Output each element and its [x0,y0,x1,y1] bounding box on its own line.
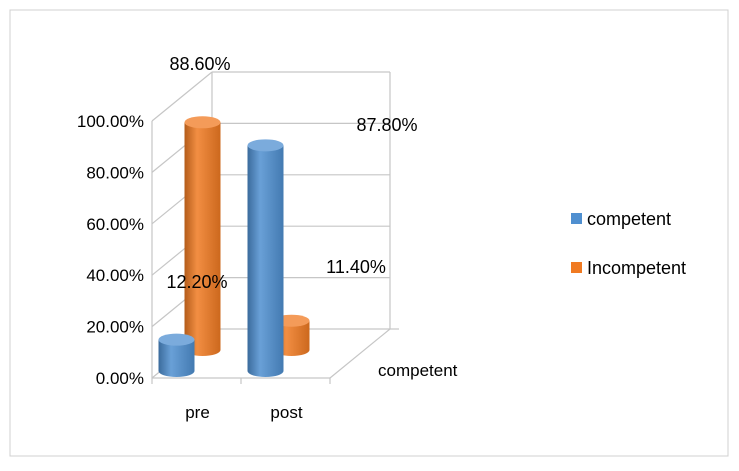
y-tick-label: 100.00% [77,112,144,131]
y-tick-label: 20.00% [86,318,144,337]
y-tick-label: 40.00% [86,266,144,285]
y-tick-label: 60.00% [86,215,144,234]
data-label: 11.40% [326,257,386,277]
legend-label-incompetent: Incompetent [587,258,686,278]
bar-top-competent-post [248,139,284,151]
data-label: 87.80% [356,115,417,135]
legend-label-competent: competent [587,209,671,229]
depth-axis-label: competent [378,361,458,380]
legend-swatch-competent [571,213,582,224]
data-label: 12.20% [166,272,227,292]
x-tick-label: post [270,403,302,422]
data-label: 88.60% [169,54,230,74]
y-tick-label: 0.00% [96,369,144,388]
y-tick-label: 80.00% [86,163,144,182]
bar-top-incompetent-pre [185,116,221,128]
x-tick-label: pre [185,403,210,422]
bar-incompetent-pre [185,122,221,356]
legend-swatch-incompetent [571,262,582,273]
bar-competent-post [248,145,284,377]
bar-top-competent-pre [159,334,195,346]
